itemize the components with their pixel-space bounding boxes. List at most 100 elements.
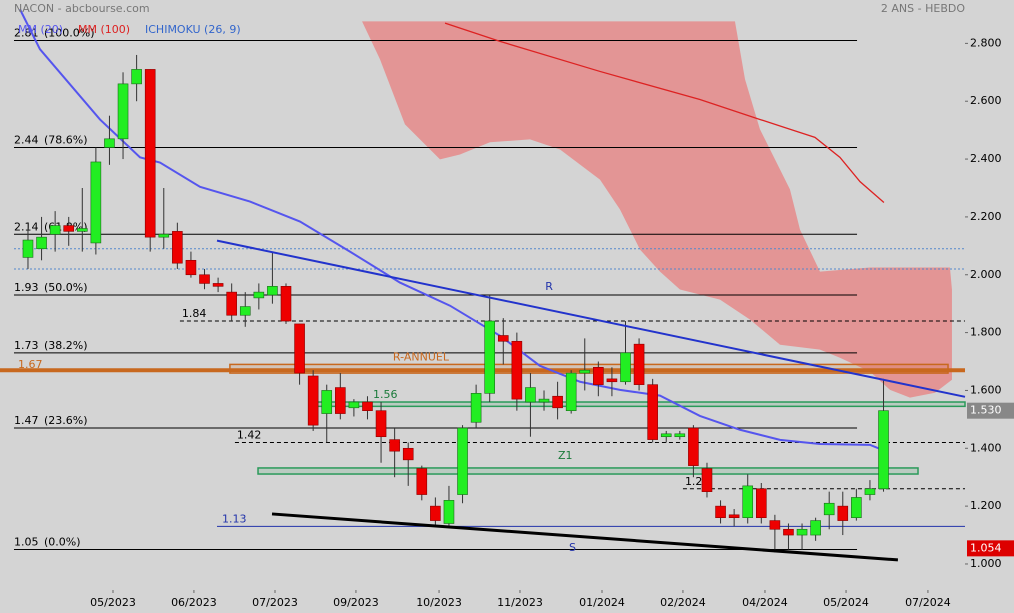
candle-body [606,378,618,383]
trendline [271,512,899,562]
candle-body [335,387,346,414]
candle-body [484,320,495,394]
price-tag-label: 1.054 [970,541,1002,554]
x-tick-label: 07/2023 [252,596,298,609]
fib-price: 2.44 [14,134,39,147]
dashed-level-label: 1.84 [182,307,207,320]
candle-body [593,367,604,385]
candle-body [525,387,536,403]
candle-body [674,433,686,438]
support-level-label: 1.13 [222,512,247,525]
candle-body [755,488,767,518]
candle-body [90,161,102,244]
candle-body [239,306,251,316]
candle-body [294,323,305,374]
y-tick-label: 1.000 [970,557,1002,570]
candle-body [552,395,563,409]
trendline [216,239,966,398]
candle-body [307,375,319,426]
fib-pct: (0.0%) [44,536,81,549]
candle-body [878,410,889,490]
price-tag [967,402,1014,419]
zone [312,401,966,408]
legend-mm20: MM (20) [18,23,63,36]
candle-body [389,439,400,452]
candle-body [443,500,455,524]
fib-pct: (78.6%) [44,134,88,147]
y-tick-label: 2.200 [970,210,1002,223]
y-tick-label: 2.000 [970,268,1002,281]
moving-average [444,22,885,203]
x-tick-label: 05/2024 [823,596,869,609]
candle-body [212,283,224,287]
trendline-label: S [569,541,576,554]
zone-label: 1.56 [373,388,398,401]
candle-body [253,291,265,299]
candle-body [688,427,699,466]
candle-body [701,468,713,492]
price-tag [967,540,1014,557]
fib-price: 1.05 [14,536,39,549]
candle-body [647,384,658,440]
fib-price: 1.93 [14,281,39,294]
candle-body [538,398,550,403]
candle-body [104,138,115,148]
candle-body [660,433,672,438]
legend-mm100: MM (100) [78,23,130,36]
fib-pct: (100.0%) [44,26,95,39]
candle-body [783,528,794,536]
candle-body [497,335,509,342]
candle-body [199,274,210,284]
candle-body [362,401,373,411]
candle-body [375,410,387,438]
legend-ichimoku: ICHIMOKU (26, 9) [145,23,241,36]
y-tick-label: 2.800 [970,36,1002,49]
chart-title: NACON - abcbourse.com [14,2,150,15]
zone-label: Z1 [558,449,573,462]
fib-pct: (23.6%) [44,414,88,427]
candle-body [172,231,183,264]
dashed-level-label: 1.42 [237,429,262,442]
fib-pct: (50.0%) [44,281,88,294]
candle-body [49,225,61,235]
y-tick-label: 2.600 [970,94,1002,107]
ichimoku-cloud [362,21,952,398]
fib-price: 1.73 [14,339,39,352]
plot: 2.81(100.0%)2.44(78.6%)2.14(61.8%)1.93(5… [0,8,1014,609]
candle-body [810,520,821,536]
x-tick-label: 06/2023 [171,596,217,609]
candle-body [837,505,849,521]
x-tick-label: 02/2024 [660,596,706,609]
price-tag-label: 1.530 [970,404,1002,417]
candle-body [22,239,34,258]
candle-body [76,228,88,232]
candle-body [565,372,577,411]
candle-body [728,514,740,518]
candle-body [144,69,156,238]
y-tick-label: 1.600 [970,383,1002,396]
y-tick-label: 1.200 [970,499,1002,512]
candle-body [402,447,414,461]
chart-subtitle: 2 ANS - HEBDO [881,2,965,15]
fib-price: 2.14 [14,220,39,233]
candle-body [864,488,876,495]
candle-body [511,340,523,400]
candle-body [185,259,197,276]
fib-price: 1.47 [14,414,39,427]
candle-body [851,497,862,518]
x-tick-label: 07/2024 [905,596,951,609]
candle-body [416,468,428,495]
candle-body [321,390,333,414]
x-tick-label: 04/2024 [742,596,788,609]
candle-body [796,528,808,536]
candle-body [267,286,278,296]
candle-body [769,520,781,530]
annual-line-label: 1.67 [18,358,43,371]
candle-body [131,69,142,85]
candle-body [348,401,360,409]
candle-body [715,505,726,518]
fib-pct: (38.2%) [44,339,88,352]
x-tick-label: 11/2023 [497,596,543,609]
x-tick-label: 10/2023 [416,596,462,609]
